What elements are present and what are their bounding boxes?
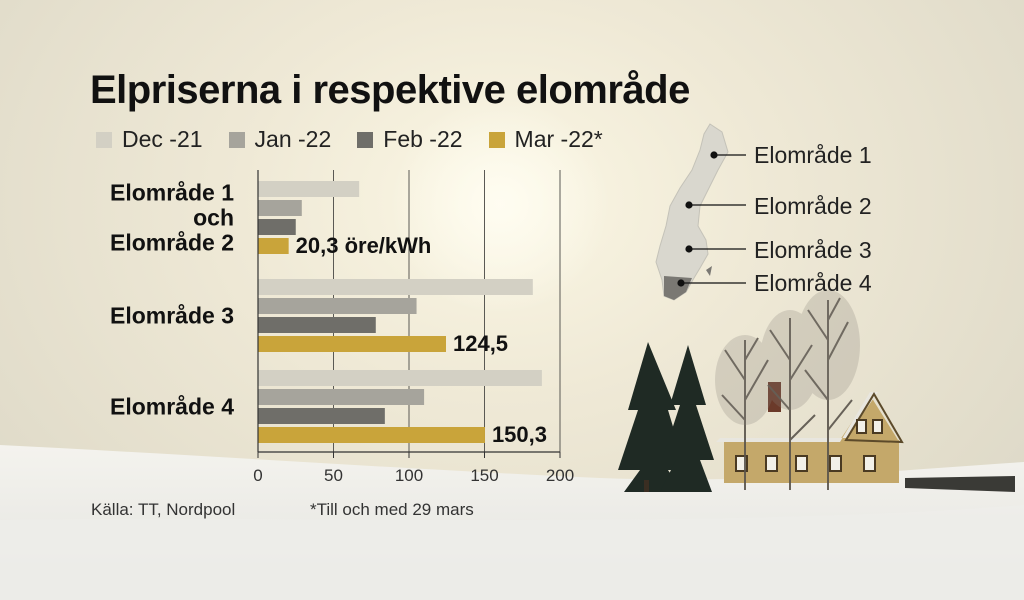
bar-jan-22 bbox=[258, 200, 302, 216]
legend-item-dec: Dec -21 bbox=[96, 126, 203, 153]
category-label: Elområde 1 bbox=[110, 180, 234, 206]
chart-legend: Dec -21 Jan -22 Feb -22 Mar -22* bbox=[96, 126, 629, 153]
sun-glow bbox=[390, 95, 610, 315]
category-label: Elområde 2 bbox=[110, 230, 234, 256]
category-label: och bbox=[193, 205, 234, 231]
bar-mar-22 bbox=[258, 238, 289, 254]
bar-feb-22 bbox=[258, 408, 385, 424]
data-label: 124,5 bbox=[453, 331, 508, 356]
legend-swatch bbox=[228, 131, 245, 148]
legend-item-mar: Mar -22* bbox=[488, 126, 603, 153]
map-markers bbox=[677, 151, 746, 287]
map-label-area4: Elområde 4 bbox=[754, 270, 872, 296]
bar-feb-22 bbox=[258, 317, 376, 333]
footnote: *Till och med 29 mars bbox=[310, 500, 474, 519]
x-tick-label: 100 bbox=[395, 466, 423, 485]
legend-label: Dec -21 bbox=[122, 126, 203, 152]
spruce-trees bbox=[618, 342, 714, 492]
bare-tree-canopy bbox=[715, 290, 860, 425]
data-label: 150,3 bbox=[492, 422, 547, 447]
bar-jan-22 bbox=[258, 389, 425, 405]
legend-label: Mar -22* bbox=[514, 126, 603, 152]
bare-trees bbox=[721, 297, 853, 490]
x-tick-label: 50 bbox=[324, 466, 343, 485]
legend-swatch bbox=[357, 131, 374, 148]
category-label: Elområde 4 bbox=[110, 394, 234, 420]
bar-mar-22 bbox=[258, 427, 485, 443]
chart-title: Elpriserna i respektive elområde bbox=[90, 68, 690, 112]
data-label: 20,3 öre/kWh bbox=[296, 233, 432, 258]
bar-jan-22 bbox=[258, 298, 417, 314]
map-label-area3: Elområde 3 bbox=[754, 237, 872, 263]
x-tick-label: 150 bbox=[470, 466, 498, 485]
x-tick-label: 0 bbox=[253, 466, 262, 485]
map-label-area2: Elområde 2 bbox=[754, 193, 872, 219]
sweden-south-zone bbox=[664, 276, 692, 300]
source-note: Källa: TT, Nordpool bbox=[91, 500, 236, 519]
legend-item-feb: Feb -22 bbox=[357, 126, 463, 153]
bar-feb-22 bbox=[258, 219, 296, 235]
legend-label: Jan -22 bbox=[254, 126, 332, 152]
bar-dec-21 bbox=[258, 370, 542, 386]
bar-chart: 0 50 100 150 200 20,3 öre/kWh 124,5 150,3 Elområ… bbox=[110, 170, 574, 485]
sweden-shape bbox=[655, 123, 729, 301]
legend-item-jan: Jan -22 bbox=[228, 126, 332, 153]
legend-swatch bbox=[488, 131, 505, 148]
bar-mar-22 bbox=[258, 336, 446, 352]
map-label-area1: Elområde 1 bbox=[754, 142, 872, 168]
category-label: Elområde 3 bbox=[110, 303, 234, 329]
legend-label: Feb -22 bbox=[383, 126, 463, 152]
legend-swatch bbox=[96, 131, 112, 148]
house-illustration bbox=[716, 382, 1015, 492]
bar-dec-21 bbox=[258, 279, 533, 295]
bar-dec-21 bbox=[258, 181, 360, 197]
x-tick-label: 200 bbox=[546, 466, 574, 485]
